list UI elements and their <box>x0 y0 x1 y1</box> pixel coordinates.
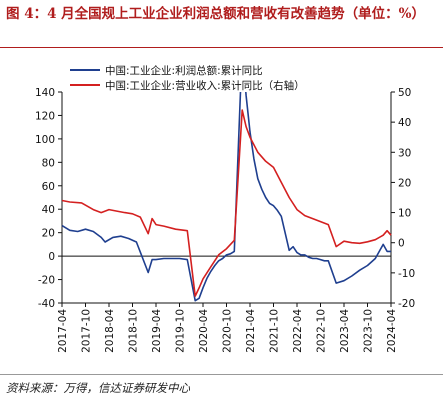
source-note: 资料来源：万得，信达证券研发中心 <box>6 381 190 395</box>
x-tick-label: 2018-10 <box>128 309 140 353</box>
right-tick-label: -20 <box>398 298 415 310</box>
x-tick-label: 2018-04 <box>104 309 116 353</box>
x-tick-label: 2017-04 <box>57 309 69 353</box>
x-tick-label: 2017-10 <box>81 309 93 353</box>
source-rule <box>0 374 443 375</box>
x-tick-label: 2019-10 <box>175 309 187 353</box>
series-group <box>61 92 392 302</box>
profit-series-line <box>61 92 391 302</box>
x-tick-label: 2020-10 <box>222 309 234 353</box>
left-tick-label: 120 <box>35 110 55 122</box>
left-tick-label: 40 <box>42 204 55 216</box>
left-tick-label: 140 <box>35 87 55 99</box>
x-tick-label: 2022-10 <box>316 309 328 353</box>
left-tick-label: 60 <box>42 181 55 193</box>
left-tick-label: 100 <box>35 134 55 146</box>
right-tick-label: 20 <box>398 177 411 189</box>
left-tick-label: -20 <box>38 275 55 287</box>
revenue-series-line <box>61 109 392 297</box>
x-tick-label: 2023-10 <box>363 309 375 353</box>
figure-title: 图 4：4 月全国规上工业企业利润总额和营收有改善趋势（单位：%） <box>6 6 426 22</box>
x-tick-label: 2024-04 <box>386 309 398 353</box>
legend-label: 中国:工业企业:利润总额:累计同比 <box>105 64 263 77</box>
x-tick-label: 2019-04 <box>151 309 163 353</box>
left-tick-label: 20 <box>42 228 55 240</box>
x-tick-label: 2021-10 <box>269 309 281 353</box>
legend-label: 中国:工业企业:营业收入:累计同比（右轴） <box>105 79 305 92</box>
right-tick-label: 40 <box>398 117 411 129</box>
right-tick-label: 0 <box>398 238 405 250</box>
x-tick-label: 2022-04 <box>292 309 304 353</box>
x-tick-label: 2023-04 <box>339 309 351 353</box>
x-tick-label: 2020-04 <box>198 309 210 353</box>
left-tick-label: -40 <box>38 298 55 310</box>
left-tick-label: 80 <box>42 157 55 169</box>
title-rule <box>0 47 443 48</box>
right-tick-label: 50 <box>398 87 411 99</box>
right-tick-label: -10 <box>398 268 415 280</box>
x-tick-label: 2021-04 <box>245 309 257 353</box>
right-tick-label: 30 <box>398 147 411 159</box>
right-tick-label: 10 <box>398 208 411 220</box>
left-tick-label: 0 <box>48 251 55 263</box>
